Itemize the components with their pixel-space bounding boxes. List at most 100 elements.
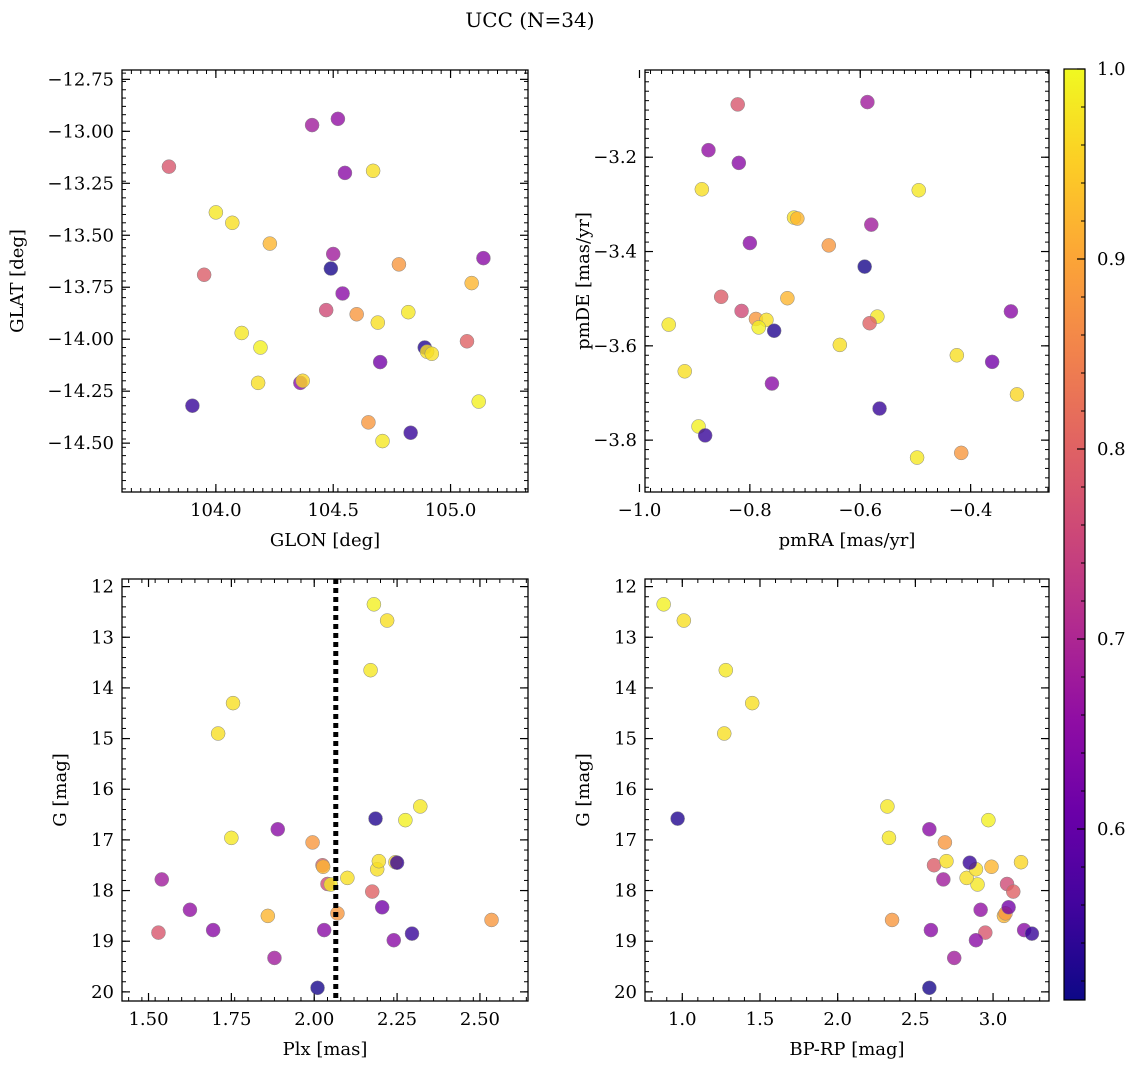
data-point [1024, 926, 1040, 941]
y-tick-label: 20 [91, 982, 114, 1003]
points-plx-g [151, 579, 499, 1001]
colorbar-tick-label: 0.6 [1097, 819, 1126, 840]
data-point [398, 812, 413, 828]
data-point [361, 415, 376, 430]
data-point [225, 215, 240, 231]
data-point [318, 302, 334, 318]
data-point [790, 211, 805, 226]
x-tick-label: 104.5 [307, 500, 359, 521]
data-point [413, 799, 428, 814]
data-point [984, 859, 999, 875]
y-tick-label: −13.00 [47, 121, 114, 142]
data-point [923, 922, 939, 938]
data-point [295, 373, 310, 389]
y-tick-label: 14 [91, 678, 114, 699]
data-point [151, 925, 166, 940]
y-tick-label: 17 [614, 830, 637, 851]
colorbar-tick-label: 0.9 [1097, 249, 1126, 270]
data-point [661, 317, 676, 332]
data-point [459, 334, 475, 349]
colorbar-tick-label: 0.7 [1097, 629, 1126, 650]
data-point [335, 286, 350, 301]
y-tick-label: 12 [614, 577, 637, 598]
data-point [250, 375, 266, 391]
axes-frame [121, 578, 529, 1002]
data-point [742, 235, 758, 251]
data-point [260, 908, 276, 924]
x-tick-label: 2.5 [901, 1009, 930, 1030]
data-point [734, 303, 749, 319]
data-point [182, 902, 198, 918]
data-point [208, 205, 224, 220]
panel-glon-glat: 104.0 104.5 105.0 −12.75 −13.00 −13.25 −13.50 −… [7, 69, 529, 551]
x-tick-label: −1.0 [618, 500, 662, 521]
data-point [234, 325, 249, 341]
data-point [270, 822, 286, 837]
points-bprp-g [656, 597, 1040, 996]
data-point [909, 450, 925, 465]
x-tick-label: −0.8 [728, 500, 772, 521]
data-point [401, 304, 416, 320]
data-point [670, 811, 685, 826]
data-point [731, 155, 747, 171]
data-point [323, 261, 339, 276]
y-axis-label: G [mag] [573, 753, 594, 826]
y-tick-label: −14.50 [47, 433, 114, 454]
y-tick-label: −14.00 [47, 329, 114, 350]
data-point [404, 926, 420, 941]
y-tick-label: −3.8 [593, 430, 637, 451]
axes-frame [121, 69, 529, 493]
y-tick-label: 17 [91, 830, 114, 851]
data-point [196, 267, 212, 283]
y-tick-label: −14.25 [47, 381, 114, 402]
y-tick-label: −12.75 [47, 69, 114, 90]
data-point [316, 922, 332, 938]
data-point [185, 398, 200, 413]
figure-title: UCC (N=34) [465, 8, 594, 32]
data-point [424, 346, 440, 362]
points-glon-glat [161, 111, 491, 449]
data-point [368, 811, 383, 826]
data-point [305, 835, 320, 850]
y-tick-label: −13.25 [47, 173, 114, 194]
data-point [391, 257, 407, 272]
y-tick-label: 15 [91, 729, 114, 750]
data-point [981, 812, 996, 828]
x-tick-label: 104.0 [190, 500, 242, 521]
x-tick-label: 3.0 [979, 1009, 1008, 1030]
data-point [370, 315, 386, 330]
data-point [744, 695, 760, 711]
y-axis-label: GLAT [deg] [7, 229, 28, 333]
data-point [262, 236, 278, 251]
data-point [349, 307, 364, 322]
data-point [716, 726, 732, 741]
data-point [939, 853, 954, 869]
data-point [821, 238, 837, 253]
data-point [210, 726, 226, 741]
data-point [713, 289, 729, 305]
data-point [936, 872, 951, 887]
x-tick-label: 105.0 [425, 500, 477, 521]
data-point [403, 425, 418, 441]
y-tick-label: 14 [614, 678, 637, 699]
y-tick-label: 20 [614, 982, 637, 1003]
data-point [860, 94, 875, 110]
data-point [676, 613, 692, 628]
axes-frame [644, 69, 1050, 493]
colorbar: 0.6 0.7 0.8 0.9 1.0 [1063, 59, 1126, 1001]
x-axis-label: GLON [deg] [270, 530, 380, 551]
data-point [780, 290, 795, 306]
data-point [1001, 900, 1016, 915]
data-point [340, 870, 355, 886]
data-point [968, 932, 984, 948]
data-point [959, 870, 974, 886]
y-tick-label: −13.75 [47, 277, 114, 298]
data-point [372, 354, 388, 370]
x-tick-label: 1.50 [128, 1009, 168, 1030]
y-tick-label: −3.2 [593, 147, 637, 168]
x-tick-label: 2.0 [823, 1009, 852, 1030]
x-axis-label: Plx [mas] [283, 1039, 368, 1060]
data-point [718, 662, 734, 678]
data-point [962, 855, 978, 870]
data-point [764, 376, 780, 391]
